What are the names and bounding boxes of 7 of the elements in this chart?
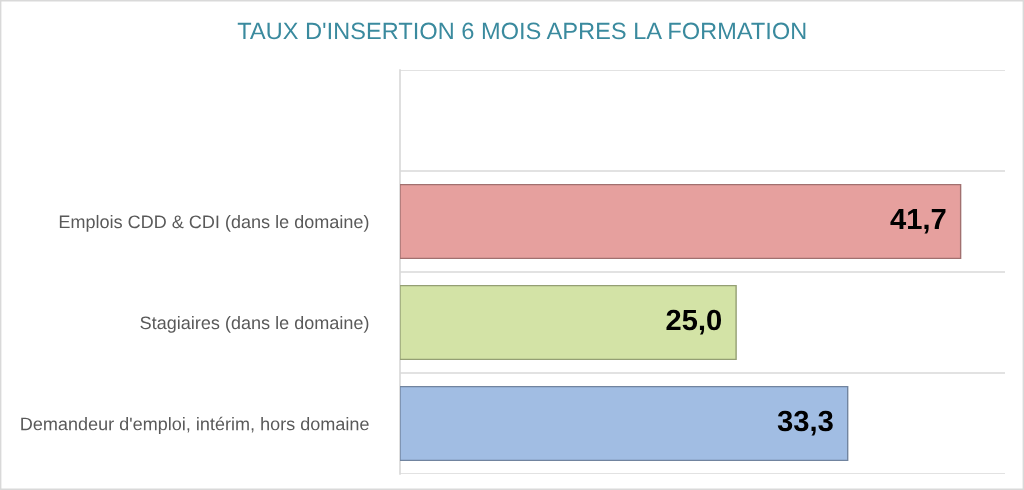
y-tick-label: Stagiaires (dans le domaine) [140,315,369,333]
data-label: 25,0 [666,309,722,335]
data-label: 33,3 [777,410,833,436]
y-tick-label: Emplois CDD & CDI (dans le domaine) [59,214,369,232]
y-tick-label: Demandeur d'emploi, intérim, hors domaine [21,416,369,434]
chart-title: TAUX D'INSERTION 6 MOIS APRES LA FORMATION [237,22,806,40]
data-label: 41,7 [890,208,946,234]
